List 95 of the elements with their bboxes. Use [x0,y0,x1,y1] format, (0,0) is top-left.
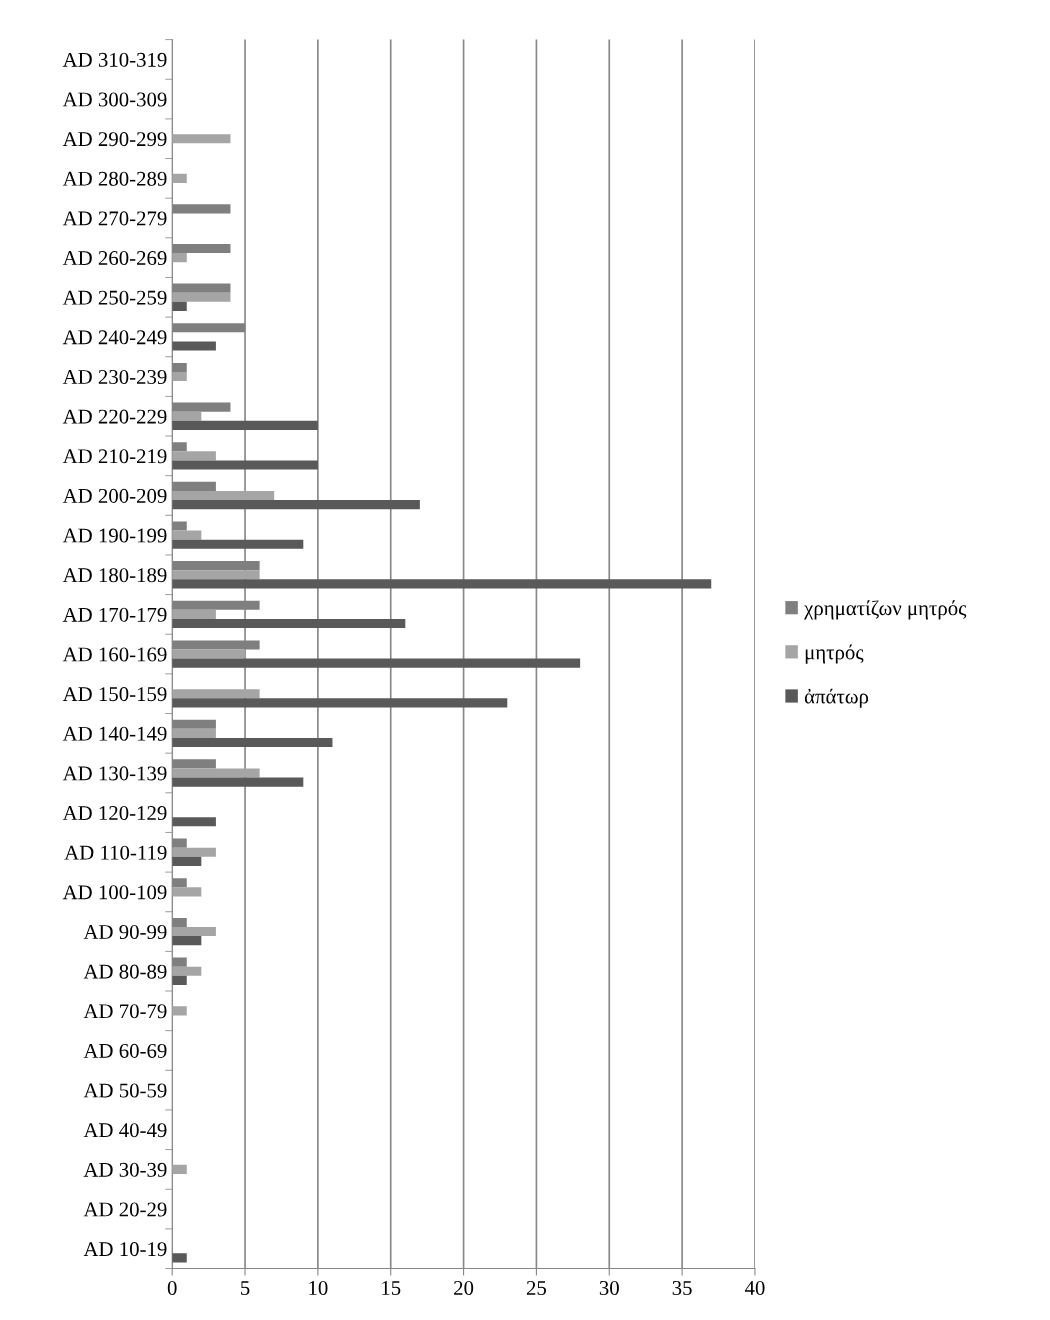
legend-label: χρηματίζων μητρός [804,600,967,620]
bar [172,301,187,311]
bar [172,777,304,787]
x-tick-label: 20 [454,1280,474,1295]
y-tick-label: AD 10-19 [83,1242,167,1257]
x-tick-label: 10 [309,1280,328,1295]
y-tick-label: AD 20-29 [83,1202,167,1217]
bar [172,411,202,421]
bar [172,402,231,412]
bar [172,134,231,144]
bar [172,618,406,629]
bar [172,887,202,897]
y-tick-label: AD 50-59 [83,1083,167,1098]
x-tick-label: 40 [744,1280,765,1295]
bar [172,1164,187,1174]
bar [172,658,581,668]
bar [172,957,187,967]
y-tick-label: AD 210-219 [62,449,167,464]
y-tick-label: AD 240-249 [62,330,167,345]
bar [172,856,202,866]
bar [172,243,231,254]
y-tick-label: AD 110-119 [64,845,167,860]
y-tick-label: AD 150-159 [62,687,167,702]
x-tick-label: 25 [526,1280,547,1295]
x-tick-label: 35 [672,1280,692,1295]
bar [172,451,216,461]
bar [172,253,187,263]
legend-label: μητρός [805,644,864,664]
bar [172,838,187,848]
y-tick-label: AD 220-229 [62,409,167,424]
bar [172,737,333,748]
y-tick-label: AD 260-269 [62,251,167,266]
y-tick-label: AD 120-129 [62,806,167,821]
bar [172,500,420,510]
bar [172,530,202,540]
bar [172,420,318,430]
bar [172,917,187,927]
bar [172,362,187,372]
bar [172,579,712,589]
bar [172,173,187,183]
bar [172,975,187,985]
bar [172,521,187,531]
x-tick-label: 30 [599,1280,619,1295]
bar [172,283,231,293]
y-tick-label: AD 70-79 [83,1004,167,1019]
y-tick-label: AD 90-99 [83,924,167,939]
bar [172,847,216,857]
bar [172,768,260,778]
bar [172,878,187,888]
y-tick-label: AD 180-189 [62,568,167,583]
y-tick-label: AD 60-69 [83,1043,167,1058]
x-tick-label: 0 [167,1280,177,1295]
y-tick-label: AD 230-239 [62,369,167,384]
bar [172,1253,187,1263]
bar [172,341,216,351]
bar [172,759,216,769]
bar [172,204,231,214]
bar [172,649,246,659]
legend-label: ἀπάτωρ [804,688,869,708]
y-tick-label: AD 130-139 [62,766,167,781]
bar [172,539,304,549]
bar [172,817,216,827]
bar [172,460,318,470]
x-tick-label: 15 [382,1281,401,1295]
bar [172,372,187,382]
y-tick-label: AD 290-299 [62,132,167,147]
y-tick-label: AD 310-319 [62,52,167,67]
bar [172,1006,187,1016]
y-tick-label: AD 200-209 [62,488,167,503]
bar [172,609,216,619]
y-tick-label: AD 30-39 [83,1162,167,1177]
y-tick-label: AD 100-109 [62,885,167,900]
y-tick-label: AD 160-169 [62,647,167,662]
bar [172,689,260,699]
bar [172,927,216,937]
bar [172,481,216,491]
bar [172,719,216,729]
y-tick-label: AD 40-49 [83,1123,167,1138]
y-tick-label: AD 280-289 [62,171,167,186]
x-tick-label: 5 [241,1281,250,1295]
bar [172,442,187,452]
y-tick-label: AD 170-179 [62,607,167,622]
bar [172,698,508,708]
bar [172,292,231,302]
bar [172,570,260,580]
y-tick-label: AD 190-199 [62,528,167,543]
bar [172,728,216,738]
y-tick-label: AD 300-309 [62,92,167,107]
y-tick-label: AD 140-149 [62,726,167,741]
bar [172,936,202,946]
y-tick-label: AD 250-259 [62,290,167,305]
bar [172,966,202,976]
y-tick-label: AD 80-89 [83,964,167,979]
y-tick-label: AD 270-279 [62,211,167,226]
bar [172,490,275,501]
